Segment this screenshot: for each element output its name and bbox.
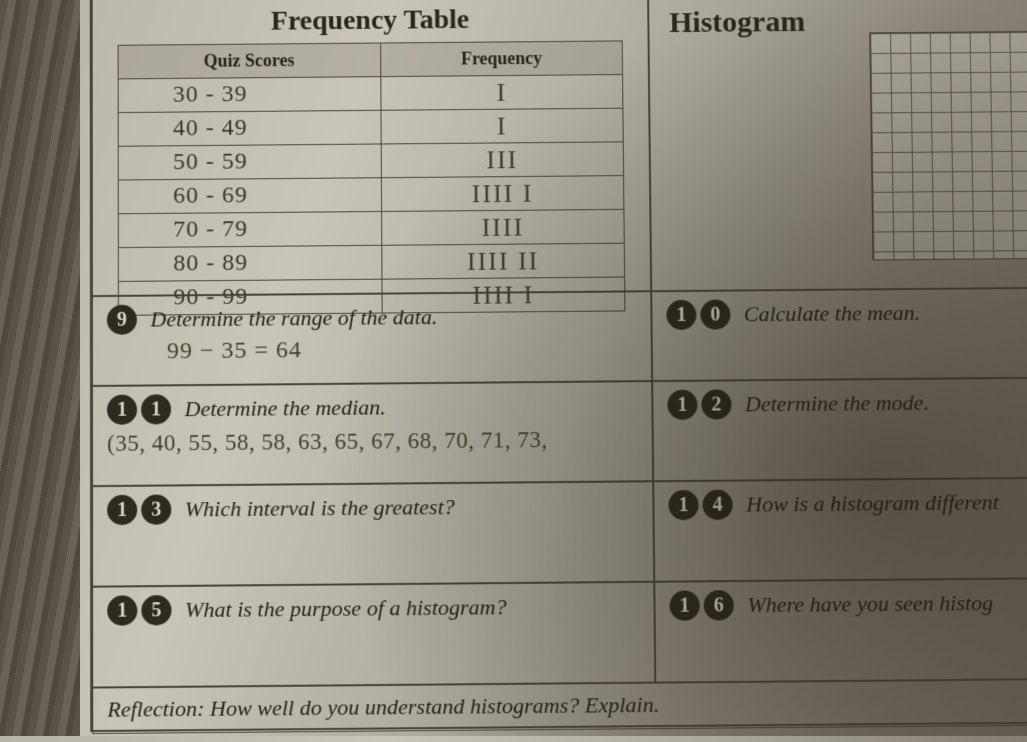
digit: 1 bbox=[668, 490, 698, 520]
q16-cell: 1 6 Where have you seen histog bbox=[654, 578, 1027, 682]
q12-cell: 1 2 Determine the mode. bbox=[652, 377, 1027, 481]
q11-text: Determine the median. bbox=[185, 394, 386, 421]
table-row: 80 - 89IIII II bbox=[118, 243, 625, 281]
freq-header-frequency: Frequency bbox=[380, 41, 623, 77]
table-row: 40 - 49I bbox=[118, 108, 624, 146]
q11-answer: (35, 40, 55, 58, 58, 63, 65, 67, 68, 70,… bbox=[107, 426, 638, 457]
q9-answer: 99 − 35 = 64 bbox=[167, 334, 637, 365]
digit: 6 bbox=[704, 590, 734, 620]
frequency-table: Quiz Scores Frequency 30 - 39I 40 - 49I … bbox=[117, 40, 626, 315]
table-row: 60 - 69IIII I bbox=[118, 176, 624, 214]
digit: 0 bbox=[700, 300, 730, 330]
digit: 1 bbox=[107, 395, 137, 425]
q13-badge: 1 3 bbox=[107, 494, 171, 525]
histogram-cell: Histogram bbox=[648, 0, 1027, 291]
q13-text: Which interval is the greatest? bbox=[185, 494, 455, 521]
reflection-text: Reflection: How well do you understand h… bbox=[107, 692, 659, 722]
digit: 9 bbox=[107, 305, 137, 335]
digit: 1 bbox=[141, 394, 171, 424]
digit: 1 bbox=[669, 590, 699, 620]
digit: 4 bbox=[702, 490, 732, 520]
q15-text: What is the purpose of a histogram? bbox=[185, 594, 507, 622]
digit: 1 bbox=[666, 300, 696, 330]
freq-header-scores: Quiz Scores bbox=[118, 43, 381, 79]
digit: 5 bbox=[141, 595, 171, 625]
q9-text: Determine the range of the data. bbox=[150, 304, 437, 331]
table-row: 70 - 79IIII bbox=[118, 209, 625, 247]
digit: 1 bbox=[667, 390, 697, 420]
digit: 3 bbox=[141, 494, 171, 524]
q10-text: Calculate the mean. bbox=[744, 300, 921, 326]
q10-badge: 1 0 bbox=[666, 300, 730, 330]
histogram-grid-paper bbox=[869, 31, 1027, 261]
q9-cell: 9 Determine the range of the data. 99 − … bbox=[92, 291, 652, 386]
frequency-table-cell: Frequency Table Quiz Scores Frequency 30… bbox=[92, 0, 651, 296]
reflection-cell: Reflection: How well do you understand h… bbox=[92, 679, 1027, 734]
digit: 1 bbox=[107, 495, 137, 525]
q9-badge: 9 bbox=[107, 305, 137, 335]
desk-wood-edge bbox=[0, 0, 80, 736]
q13-cell: 1 3 Which interval is the greatest? bbox=[92, 481, 654, 586]
frequency-table-title: Frequency Table bbox=[107, 3, 634, 39]
q12-badge: 1 2 bbox=[667, 389, 731, 420]
q16-text: Where have you seen histog bbox=[747, 590, 993, 617]
q14-cell: 1 4 How is a histogram different bbox=[653, 478, 1027, 582]
q15-badge: 1 5 bbox=[107, 595, 171, 626]
digit: 2 bbox=[701, 389, 731, 419]
q12-text: Determine the mode. bbox=[745, 390, 929, 417]
worksheet-sheet: Frequency Table Quiz Scores Frequency 30… bbox=[70, 0, 1027, 742]
table-row: 30 - 39I bbox=[118, 75, 624, 113]
table-row: 50 - 59III bbox=[118, 142, 624, 180]
q10-cell: 1 0 Calculate the mean. bbox=[651, 288, 1027, 381]
q16-badge: 1 6 bbox=[669, 590, 734, 621]
digit: 1 bbox=[107, 595, 137, 625]
q11-cell: 1 1 Determine the median. (35, 40, 55, 5… bbox=[92, 381, 653, 486]
q15-cell: 1 5 What is the purpose of a histogram? bbox=[92, 582, 655, 688]
q11-badge: 1 1 bbox=[107, 394, 171, 425]
q14-text: How is a histogram different bbox=[746, 489, 999, 516]
q14-badge: 1 4 bbox=[668, 490, 732, 521]
worksheet-grid: Frequency Table Quiz Scores Frequency 30… bbox=[90, 0, 1027, 732]
